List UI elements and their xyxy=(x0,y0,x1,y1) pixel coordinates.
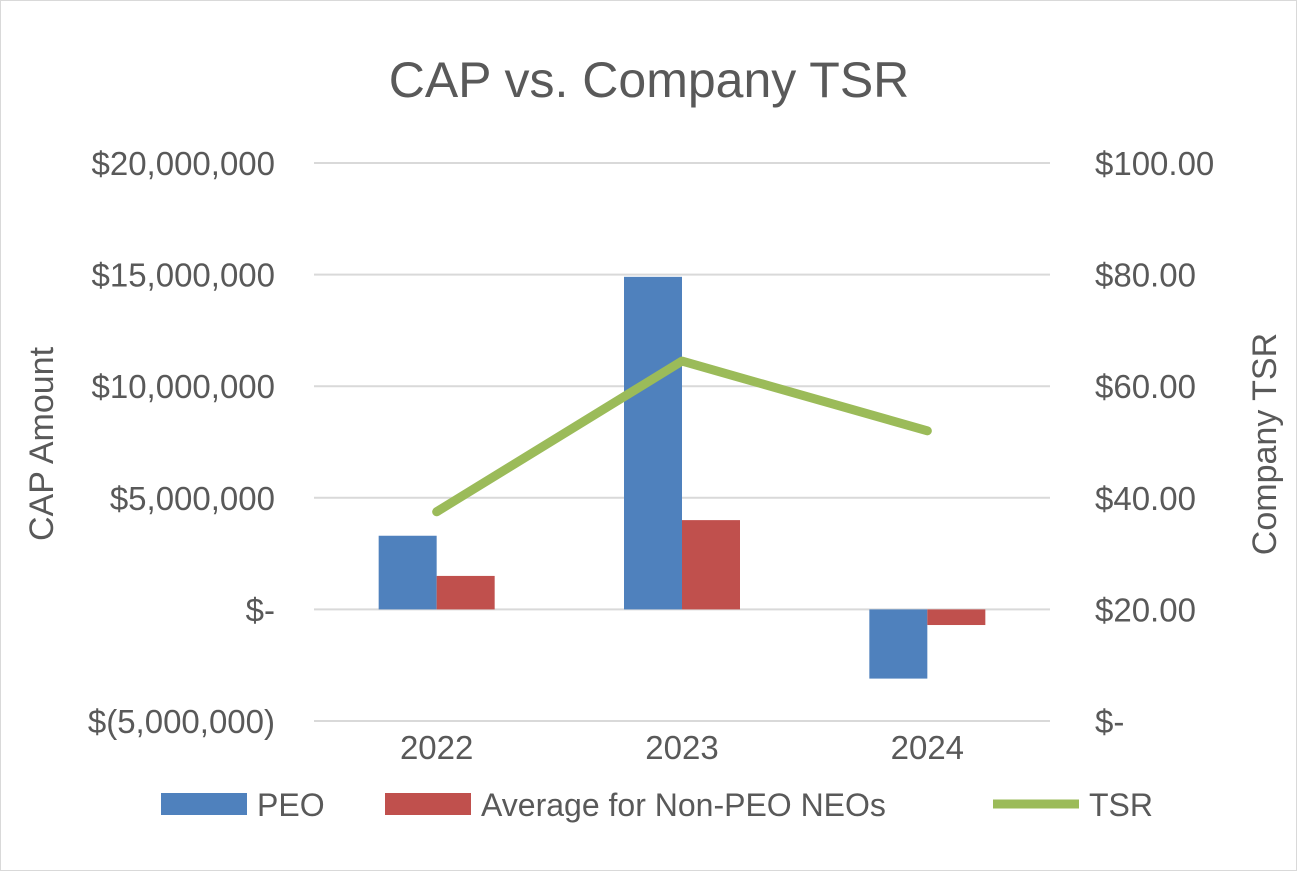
bar-average-for-non-peo-neos-2022 xyxy=(436,575,495,610)
y2-tick-label: $40.00 xyxy=(1095,480,1196,517)
legend: PEO Average for Non-PEO NEOs TSR xyxy=(161,787,1153,823)
y-tick-label: $5,000,000 xyxy=(110,480,275,517)
y2-tick-label: $80.00 xyxy=(1095,257,1196,294)
x-tick-label: 2023 xyxy=(645,729,718,766)
chart-title: CAP vs. Company TSR xyxy=(389,52,910,108)
x-tick-label: 2024 xyxy=(891,729,964,766)
tsr-line-marks xyxy=(432,356,932,517)
legend-swatch xyxy=(385,793,471,815)
bar-average-for-non-peo-neos-2023 xyxy=(682,520,740,610)
legend-label: Average for Non-PEO NEOs xyxy=(481,787,886,823)
y-tick-label: $- xyxy=(246,591,275,628)
y-tick-label: $(5,000,000) xyxy=(88,703,275,740)
bar-peo-2023 xyxy=(624,276,682,610)
bar-peo-2024 xyxy=(869,609,928,679)
y-axis-label: CAP Amount xyxy=(23,346,61,541)
y2-tick-label: $100.00 xyxy=(1095,145,1214,182)
tsr-point-2023 xyxy=(681,360,683,362)
legend-label: PEO xyxy=(257,787,325,823)
legend-label: TSR xyxy=(1089,787,1153,823)
tick-labels: $(5,000,000) $- $5,000,000 $10,000,000 $15,0… xyxy=(88,145,1214,766)
y2-tick-label: $60.00 xyxy=(1095,368,1196,405)
bar-peo-2022 xyxy=(378,535,437,610)
legend-swatch xyxy=(161,793,247,815)
tsr-point-2022 xyxy=(436,511,438,513)
y2-tick-label: $- xyxy=(1095,703,1124,740)
bar-average-for-non-peo-neos-2024 xyxy=(927,609,986,626)
bar-marks xyxy=(378,276,986,679)
x-tick-label: 2022 xyxy=(400,729,473,766)
y2-tick-label: $20.00 xyxy=(1095,591,1196,628)
y-tick-label: $10,000,000 xyxy=(91,368,275,405)
tsr-point-2024 xyxy=(926,430,928,432)
y-tick-label: $20,000,000 xyxy=(91,145,275,182)
y-tick-label: $15,000,000 xyxy=(91,257,275,294)
y2-axis-label: Company TSR xyxy=(1246,333,1284,555)
